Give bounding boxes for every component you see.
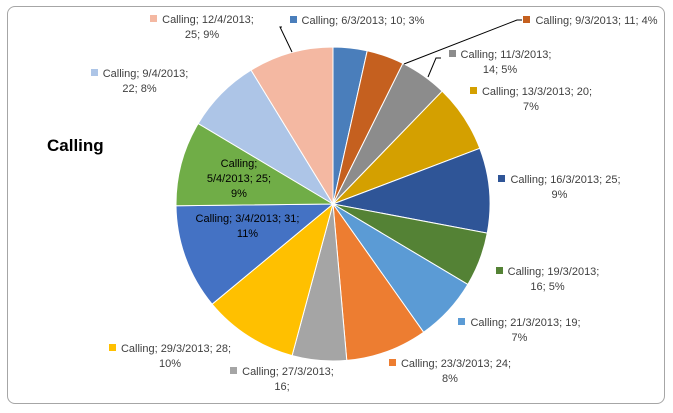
- data-label-text: Calling; 5/4/2013; 25; 9%: [206, 158, 272, 200]
- legend-key-icon: [108, 344, 116, 351]
- chart-title: Calling: [47, 136, 104, 155]
- data-label: Calling; 6/3/2013; 10; 3%: [287, 14, 427, 29]
- data-label: Calling; 3/4/2013; 31; 11%: [195, 212, 300, 242]
- leader-line: [279, 26, 293, 53]
- data-label-text: Calling; 27/3/2013; 16;: [242, 366, 334, 393]
- data-label-text: Calling; 21/3/2013; 19; 7%: [470, 317, 581, 344]
- data-label: Calling; 16/3/2013; 25; 9%: [492, 173, 627, 203]
- data-label-text: Calling; 16/3/2013; 25; 9%: [510, 174, 621, 201]
- data-label: Calling; 27/3/2013; 16;: [222, 365, 342, 395]
- legend-key-icon: [498, 175, 506, 182]
- data-label-text: Calling; 29/3/2013; 28; 10%: [120, 343, 232, 370]
- data-label: Calling; 21/3/2013; 19; 7%: [452, 316, 587, 346]
- pie-slice-12-4-2013: [250, 46, 334, 206]
- data-label-text: Calling; 6/3/2013; 10; 3%: [301, 15, 425, 27]
- data-label: Calling; 29/3/2013; 28; 10%: [100, 342, 240, 372]
- legend-key-icon: [495, 267, 503, 274]
- data-label-text: Calling; 3/4/2013; 31; 11%: [195, 213, 300, 240]
- legend-key-icon: [523, 16, 531, 23]
- data-label-text: Calling; 19/3/2013; 16; 5%: [507, 266, 600, 293]
- legend-key-icon: [448, 50, 456, 57]
- data-label-text: Calling; 9/4/2013; 22; 8%: [102, 68, 189, 95]
- legend-key-icon: [458, 318, 466, 325]
- legend-key-icon: [230, 367, 238, 374]
- legend-key-icon: [90, 69, 98, 76]
- pie-slice-29-3-2013: [211, 202, 334, 357]
- data-label: Calling; 11/3/2013; 14; 5%: [440, 48, 560, 78]
- pie-slice-5-4-2013: [175, 122, 335, 207]
- data-label: Calling; 13/3/2013; 20; 7%: [466, 85, 596, 115]
- data-label: Calling; 9/4/2013; 22; 8%: [82, 67, 197, 97]
- data-label: Calling; 5/4/2013; 25; 9%: [203, 157, 275, 202]
- data-label: Calling; 19/3/2013; 16; 5%: [490, 265, 605, 295]
- leader-line: [427, 57, 441, 78]
- data-label: Calling; 9/3/2013; 11; 4%: [518, 14, 663, 29]
- legend-key-icon: [289, 16, 297, 23]
- legend-key-icon: [150, 15, 158, 22]
- leader-line: [403, 19, 522, 65]
- data-label-text: Calling; 9/3/2013; 11; 4%: [535, 15, 658, 27]
- legend-key-icon: [469, 87, 477, 94]
- pie-slice-16-3-2013: [331, 147, 491, 234]
- data-label-text: Calling; 12/4/2013; 25; 9%: [162, 14, 254, 41]
- data-label-text: Calling; 13/3/2013; 20; 7%: [481, 86, 593, 113]
- data-label-text: Calling; 11/3/2013; 14; 5%: [460, 49, 552, 76]
- data-label: Calling; 23/3/2013; 24; 8%: [380, 357, 520, 387]
- legend-key-icon: [388, 359, 396, 366]
- chart-frame: [7, 6, 665, 404]
- pie-slice-3-4-2013: [175, 203, 335, 305]
- data-label-text: Calling; 23/3/2013; 24; 8%: [400, 358, 512, 385]
- data-label: Calling; 12/4/2013; 25; 9%: [146, 13, 258, 43]
